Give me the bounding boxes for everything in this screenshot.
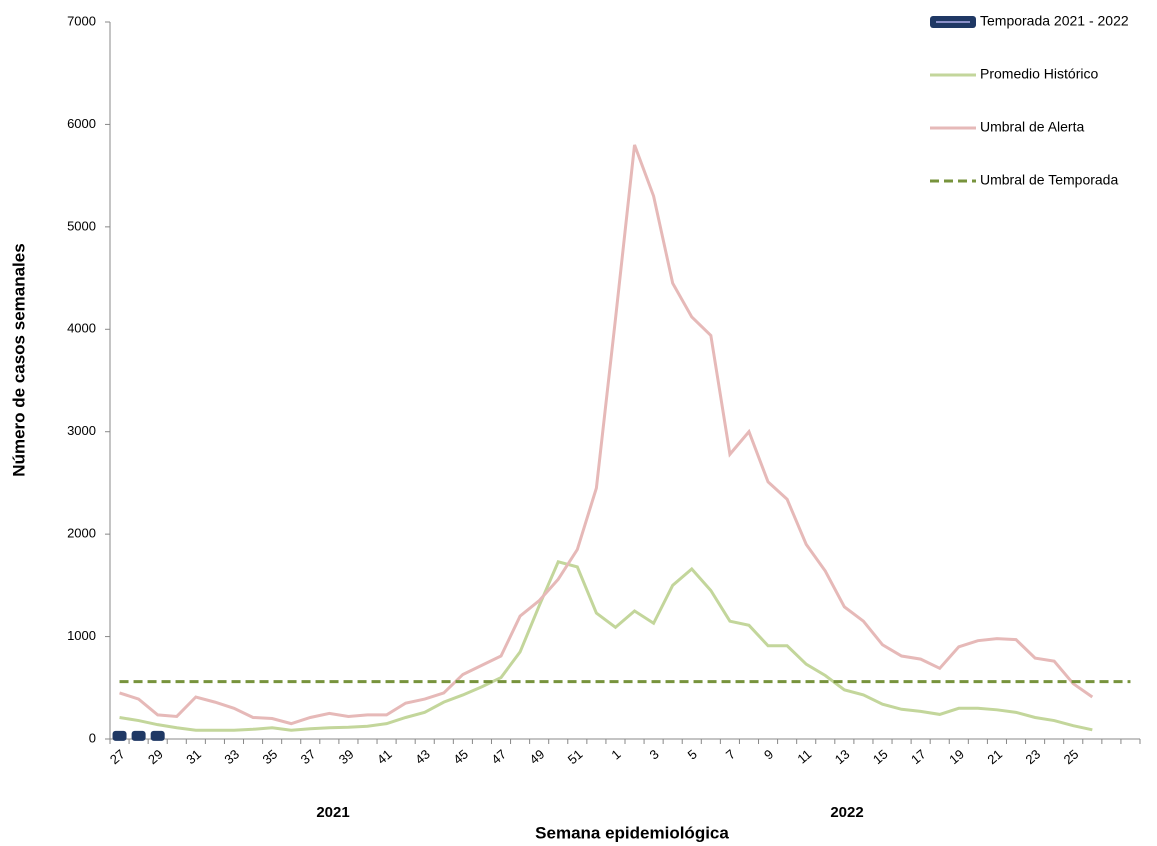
y-axis-title: Número de casos semanales [9,243,28,476]
marker [150,730,165,741]
y-tick-label: 4000 [67,321,96,336]
year-label: 2022 [830,804,863,821]
x-tick-label: 45 [450,746,471,767]
marker [112,730,127,741]
x-tick-label: 39 [336,746,357,767]
x-tick-label: 47 [488,746,509,767]
x-tick-label: 9 [761,746,776,762]
x-tick-label: 33 [221,746,242,767]
series-line [119,560,1093,732]
x-tick-label: 23 [1023,746,1044,767]
x-tick-label: 15 [870,746,891,767]
y-tick-label: 0 [89,730,96,745]
year-label: 2021 [316,804,349,821]
x-tick-label: 43 [412,746,433,767]
x-tick-label: 27 [107,746,128,767]
x-tick-label: 1 [608,746,623,762]
y-tick-label: 6000 [67,116,96,131]
x-tick-label: 37 [298,746,319,767]
y-tick-label: 7000 [67,13,96,28]
x-tick-label: 31 [183,746,204,767]
x-tick-label: 19 [946,746,967,767]
x-axis-title: Semana epidemiológica [535,823,729,842]
legend-label: Promedio Histórico [980,66,1098,82]
x-tick-label: 11 [794,746,814,766]
x-tick-label: 29 [145,746,166,767]
y-tick-label: 1000 [67,628,96,643]
x-tick-label: 49 [527,746,548,767]
y-tick-label: 5000 [67,218,96,233]
x-tick-label: 7 [723,746,738,762]
marker [131,730,146,741]
x-tick-label: 51 [565,746,586,767]
x-tick-label: 5 [685,746,700,762]
y-tick-label: 3000 [67,423,96,438]
x-tick-label: 17 [908,746,929,767]
legend-label: Umbral de Alerta [980,119,1084,135]
y-tick-label: 2000 [67,526,96,541]
legend-label: Umbral de Temporada [980,172,1118,188]
x-tick-label: 35 [260,746,281,767]
x-tick-label: 25 [1061,746,1082,767]
x-tick-label: 21 [984,746,1005,767]
legend-label: Temporada 2021 - 2022 [980,13,1129,29]
x-tick-label: 3 [647,746,662,762]
series-line [119,144,1094,726]
x-tick-label: 13 [832,746,853,767]
x-tick-label: 41 [374,746,395,767]
